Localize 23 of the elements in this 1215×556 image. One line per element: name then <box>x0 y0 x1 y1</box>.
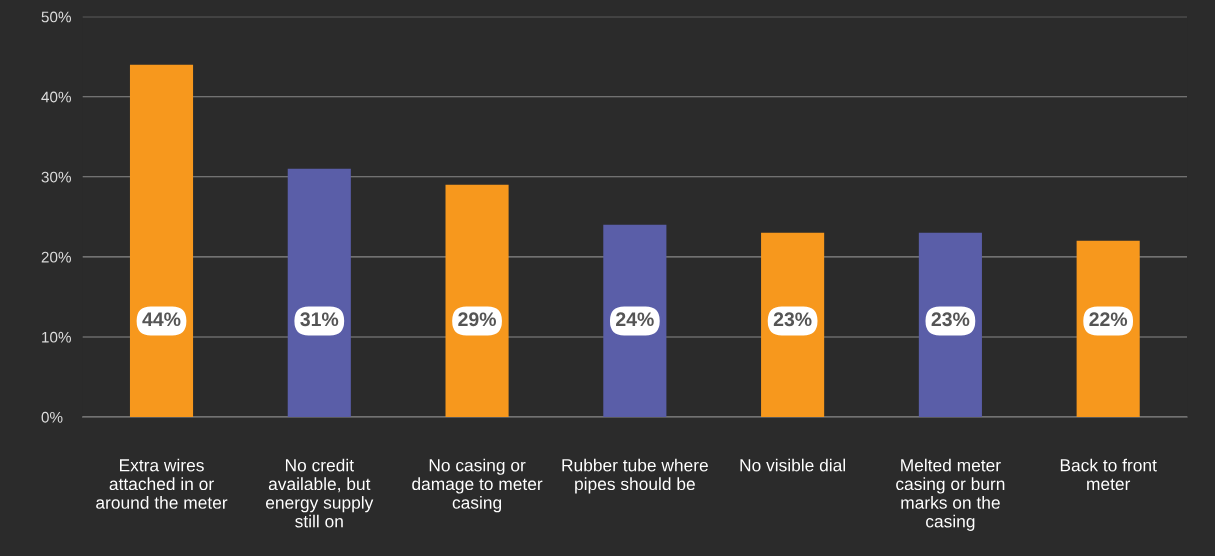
bar <box>445 184 509 417</box>
data-label: 24% <box>616 312 654 327</box>
y-tick-label: 50% <box>41 11 71 23</box>
data-label: 22% <box>1089 312 1128 327</box>
data-label: 44% <box>142 312 181 327</box>
x-tick-label: Back to front meter <box>1060 458 1157 491</box>
data-label: 29% <box>458 312 497 327</box>
y-tick-label: 30% <box>41 171 71 183</box>
y-tick-label: 40% <box>41 91 71 103</box>
data-label: 23% <box>773 312 812 327</box>
y-tick-label: 0% <box>41 411 63 423</box>
data-label: 23% <box>931 312 970 327</box>
x-tick-label: No visible dial <box>740 458 846 472</box>
y-tick-label: 20% <box>41 251 71 263</box>
x-tick-label: Extra wires attached in or around the meter <box>96 458 228 509</box>
x-tick-label: No credit available, but energy supply still on <box>265 458 374 528</box>
y-tick-label: 10% <box>42 331 71 343</box>
x-tick-label: Rubber tube where pipes should be <box>562 458 708 494</box>
x-tick-label: No casing or damage to meter casing <box>412 458 543 513</box>
bar <box>129 64 194 417</box>
data-label: 31% <box>300 312 339 327</box>
bar <box>287 168 351 417</box>
x-tick-label: Melted meter casing or burn marks on the casing <box>896 458 1005 531</box>
